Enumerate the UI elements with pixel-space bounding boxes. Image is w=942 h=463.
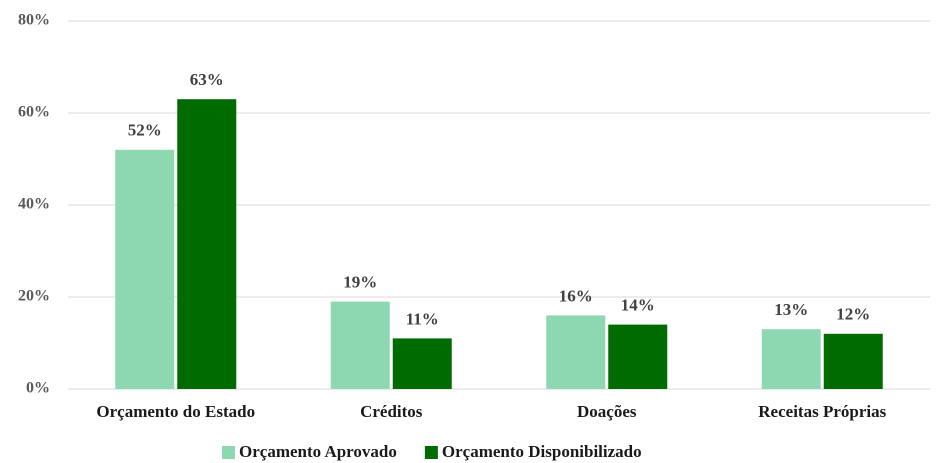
data-label: 52%	[128, 121, 162, 140]
data-label: 19%	[343, 273, 377, 292]
data-label: 16%	[559, 286, 593, 305]
x-tick-label: Doações	[577, 402, 637, 421]
x-tick-label: Receitas Próprias	[758, 402, 886, 421]
bar	[115, 149, 175, 389]
bar	[823, 333, 883, 389]
y-tick-label: 40%	[18, 196, 50, 213]
legend-swatch	[424, 446, 438, 459]
data-label: 14%	[621, 296, 655, 315]
data-label: 13%	[774, 300, 808, 319]
y-tick-label: 20%	[18, 288, 50, 305]
y-tick-label: 80%	[18, 12, 50, 29]
data-label: 11%	[406, 309, 439, 328]
bar	[608, 324, 668, 389]
legend-swatch	[222, 446, 235, 459]
legend-label: Orçamento Aprovado	[239, 442, 397, 461]
x-tick-label: Créditos	[360, 402, 423, 421]
bar	[330, 301, 390, 389]
data-label: 63%	[190, 70, 224, 89]
legend-label: Orçamento Disponibilizado	[442, 442, 642, 461]
bar	[177, 99, 237, 389]
bar	[392, 338, 452, 389]
y-tick-label: 0%	[26, 380, 50, 397]
data-label: 12%	[836, 305, 870, 324]
x-tick-label: Orçamento do Estado	[96, 402, 255, 421]
y-tick-label: 60%	[18, 104, 50, 121]
bar	[761, 329, 821, 389]
bar	[546, 315, 606, 389]
